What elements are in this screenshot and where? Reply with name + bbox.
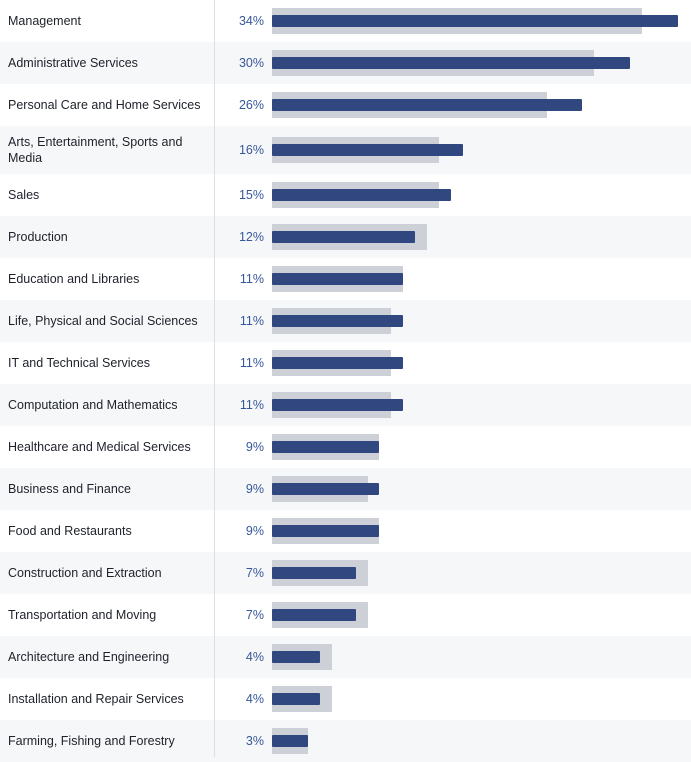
chart-row: Life, Physical and Social Sciences 11% [0,300,691,342]
chart-row: Computation and Mathematics 11% [0,384,691,426]
percent-label: 4% [245,692,264,706]
category-label: Life, Physical and Social Sciences [8,314,198,328]
chart-row: Construction and Extraction 7% [0,552,691,594]
primary-bar [272,735,308,747]
percent-label: 11% [239,314,264,328]
primary-bar [272,315,403,327]
category-label: Management [8,14,81,28]
primary-bar [272,525,379,537]
column-divider [214,0,215,757]
chart-row: Transportation and Moving 7% [0,594,691,636]
percent-label: 11% [239,272,264,286]
percent-label: 9% [245,524,264,538]
chart-row: Farming, Fishing and Forestry 3% [0,720,691,762]
primary-bar [272,567,356,579]
percent-label: 11% [239,356,264,370]
percent-label: 7% [245,566,264,580]
primary-bar [272,273,403,285]
percent-label: 15% [238,188,264,202]
percent-label: 9% [245,482,264,496]
category-label: Production [8,230,68,244]
primary-bar [272,399,403,411]
percent-label: 4% [245,650,264,664]
category-label: Sales [8,188,40,202]
category-label: Arts, Entertainment, Sports and Media [8,135,183,165]
percent-label: 11% [239,398,264,412]
chart-row: Installation and Repair Services 4% [0,678,691,720]
chart-row: Personal Care and Home Services 26% [0,84,691,126]
percent-label: 30% [238,56,264,70]
chart-row: Architecture and Engineering 4% [0,636,691,678]
primary-bar [272,189,451,201]
primary-bar [272,609,356,621]
primary-bar [272,357,403,369]
primary-bar [272,693,320,705]
category-label: Healthcare and Medical Services [8,440,191,454]
chart-row: Arts, Entertainment, Sports and Media 16% [0,126,691,174]
category-label: Transportation and Moving [8,608,157,622]
primary-bar [272,441,379,453]
category-label: Computation and Mathematics [8,398,178,412]
category-label: Administrative Services [8,56,138,70]
percent-label: 26% [238,98,264,112]
chart-row: Business and Finance 9% [0,468,691,510]
category-label: Farming, Fishing and Forestry [8,734,175,748]
percent-label: 12% [238,230,264,244]
category-label: Education and Libraries [8,272,140,286]
category-label: Architecture and Engineering [8,650,170,664]
percent-label: 9% [245,440,264,454]
category-label: IT and Technical Services [8,356,150,370]
chart-row: Administrative Services 30% [0,42,691,84]
primary-bar [272,99,582,111]
percent-label: 34% [238,14,264,28]
percent-label: 16% [238,143,264,157]
primary-bar [272,15,678,27]
chart-row: Healthcare and Medical Services 9% [0,426,691,468]
chart-row: IT and Technical Services 11% [0,342,691,384]
percent-label: 3% [245,734,264,748]
chart-row: Food and Restaurants 9% [0,510,691,552]
chart-row: Sales 15% [0,174,691,216]
primary-bar [272,144,463,156]
primary-bar [272,651,320,663]
primary-bar [272,231,415,243]
category-label: Installation and Repair Services [8,692,184,706]
primary-bar [272,57,630,69]
percent-label: 7% [245,608,264,622]
category-label: Food and Restaurants [8,524,132,538]
category-label: Personal Care and Home Services [8,98,201,112]
category-label: Business and Finance [8,482,131,496]
chart-row: Management 34% [0,0,691,42]
chart-row: Education and Libraries 11% [0,258,691,300]
chart-row: Production 12% [0,216,691,258]
primary-bar [272,483,379,495]
category-label: Construction and Extraction [8,566,162,580]
